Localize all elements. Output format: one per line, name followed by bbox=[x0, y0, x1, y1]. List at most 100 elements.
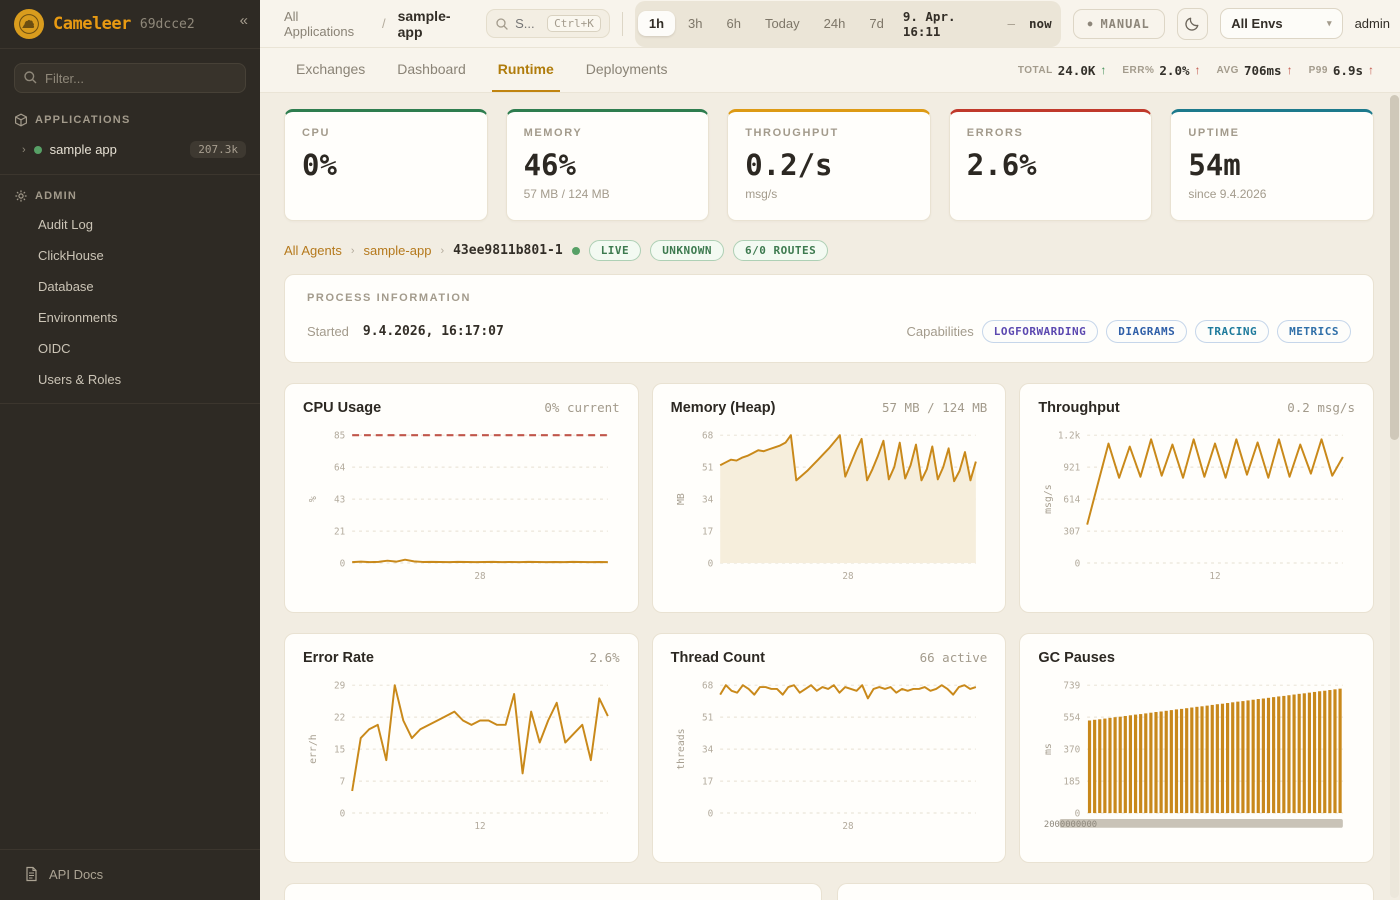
gc-pauses-plot: 739 554 370 185 0 ms 2000000000 bbox=[1038, 668, 1355, 849]
stat-label: ERR% bbox=[1122, 64, 1155, 76]
metric-cards-row: CPU 0% MEMORY 46% 57 MB / 124 MB THROUGH… bbox=[284, 109, 1374, 221]
date-range-from[interactable]: 9. Apr. 16:11 bbox=[902, 8, 956, 39]
divider bbox=[621, 11, 623, 36]
svg-text:370: 370 bbox=[1064, 745, 1081, 756]
process-information-card: PROCESS INFORMATION Started 9.4.2026, 16… bbox=[284, 274, 1374, 363]
svg-text:554: 554 bbox=[1064, 713, 1081, 724]
capabilities: Capabilities LOGFORWARDING DIAGRAMS TRAC… bbox=[907, 320, 1351, 343]
chart-title: GC Pauses bbox=[1038, 650, 1115, 666]
agent-breadcrumb: All Agents › sample-app › 43ee9811b801-1… bbox=[284, 240, 1374, 261]
metric-label: THROUGHPUT bbox=[745, 127, 839, 139]
sidebar-item-audit-log[interactable]: Audit Log bbox=[38, 217, 93, 232]
metric-value: 0% bbox=[302, 148, 337, 182]
chart-current-value: 0.2 msg/s bbox=[1287, 400, 1355, 415]
moon-icon bbox=[1185, 17, 1199, 31]
error-rate-plot: 29 22 15 7 0 err/h 12 bbox=[303, 668, 620, 849]
badge-live: LIVE bbox=[588, 240, 642, 261]
svg-text:12: 12 bbox=[474, 821, 485, 832]
scrollbar-track[interactable] bbox=[1390, 95, 1399, 898]
svg-text:43: 43 bbox=[334, 495, 345, 506]
stat-value: 2.0% bbox=[1159, 62, 1190, 78]
badge-unknown: UNKNOWN bbox=[650, 240, 725, 261]
chart-card-throughput: Throughput 0.2 msg/s 1.2k 921 614 307 0 msg/s 1… bbox=[1019, 383, 1374, 613]
global-search[interactable]: Ctrl+K bbox=[486, 9, 610, 38]
svg-text:85: 85 bbox=[334, 431, 345, 442]
thread-count-plot: 68 51 34 17 0 threads 28 bbox=[671, 668, 988, 849]
link-sample-app[interactable]: sample-app bbox=[363, 243, 432, 258]
capability-tracing: TRACING bbox=[1195, 320, 1270, 343]
sidebar-item-clickhouse[interactable]: ClickHouse bbox=[38, 248, 104, 263]
metric-card-throughput: THROUGHPUT 0.2/s msg/s bbox=[727, 109, 931, 221]
sidebar-item-api-docs[interactable]: API Docs bbox=[0, 849, 260, 900]
svg-text:22: 22 bbox=[334, 713, 345, 724]
application-log-card: APPLICATION LOG 100 entries ↓ bbox=[284, 883, 822, 900]
breadcrumb-all-applications[interactable]: All Applications bbox=[284, 8, 355, 39]
cpu-usage-plot: 85 64 43 21 0% 28 bbox=[303, 418, 620, 599]
date-range-to[interactable]: now bbox=[1029, 16, 1052, 31]
metric-card-errors: ERRORS 2.6% bbox=[948, 109, 1153, 221]
stat-label: P99 bbox=[1308, 64, 1328, 76]
scrollbar-thumb[interactable] bbox=[1390, 95, 1399, 440]
sidebar-divider bbox=[0, 174, 260, 175]
main-area: All Applications / sample-app Ctrl+K 1h … bbox=[260, 0, 1400, 900]
breadcrumb-separator: / bbox=[381, 16, 386, 31]
build-hash: 69dcce2 bbox=[139, 16, 195, 32]
started-value: 9.4.2026, 16:17:07 bbox=[362, 324, 504, 339]
svg-text:739: 739 bbox=[1064, 681, 1081, 692]
bottom-row: APPLICATION LOG 100 entries ↓ Timeline 4… bbox=[284, 883, 1374, 900]
range-6h[interactable]: 6h bbox=[715, 11, 751, 36]
svg-text:51: 51 bbox=[702, 463, 713, 474]
tab-runtime[interactable]: Runtime bbox=[486, 48, 566, 92]
link-all-agents[interactable]: All Agents bbox=[284, 243, 342, 258]
environment-select[interactable]: All Envs ▾ bbox=[1220, 8, 1343, 39]
sidebar-item-users-roles[interactable]: Users & Roles bbox=[38, 372, 122, 387]
memory-heap-plot: 68 51 34 17 0 MB 28 bbox=[671, 418, 988, 599]
chart-title: Thread Count bbox=[670, 650, 765, 666]
dark-mode-toggle[interactable] bbox=[1176, 7, 1209, 40]
chart-card-cpu-usage: CPU Usage 0% current 85 64 43 21 0% 28 bbox=[284, 383, 639, 613]
range-today[interactable]: Today bbox=[754, 11, 811, 36]
range-7d[interactable]: 7d bbox=[858, 11, 894, 36]
gear-icon bbox=[15, 190, 27, 202]
range-3h[interactable]: 3h bbox=[677, 11, 713, 36]
chart-card-gc-pauses: GC Pauses 739 554 370 185 0 ms 2000000000 bbox=[1019, 633, 1374, 863]
chevron-right-icon[interactable]: › bbox=[22, 143, 26, 156]
svg-text:MB: MB bbox=[675, 493, 686, 505]
metric-label: MEMORY bbox=[523, 127, 583, 139]
sidebar-item-database[interactable]: Database bbox=[38, 279, 94, 294]
sidebar-item-oidc[interactable]: OIDC bbox=[38, 341, 71, 356]
chart-current-value: 57 MB / 124 MB bbox=[881, 400, 988, 415]
svg-text:17: 17 bbox=[702, 777, 713, 788]
metric-sub: msg/s bbox=[745, 187, 778, 201]
metric-label: CPU bbox=[302, 127, 331, 139]
chart-card-memory-heap: Memory (Heap) 57 MB / 124 MB 68 51 34 17 0 MB 2… bbox=[651, 383, 1007, 613]
sidebar-header: Cameleer 69dcce2 « bbox=[0, 0, 260, 49]
range-24h[interactable]: 24h bbox=[813, 11, 857, 36]
tab-exchanges[interactable]: Exchanges bbox=[296, 61, 366, 77]
stat-label: AVG bbox=[1216, 64, 1239, 76]
agent-status-dot bbox=[571, 246, 580, 255]
sidebar-collapse-icon[interactable]: « bbox=[239, 12, 248, 29]
top-bar: All Applications / sample-app Ctrl+K 1h … bbox=[260, 0, 1400, 48]
chevron-right-icon: › bbox=[350, 244, 355, 257]
range-1h[interactable]: 1h bbox=[637, 11, 676, 36]
user-name: admin bbox=[1354, 16, 1390, 31]
stat-p99: P99 6.9s ↑ bbox=[1309, 63, 1374, 78]
search-input[interactable] bbox=[515, 16, 542, 31]
tab-deployments[interactable]: Deployments bbox=[585, 61, 668, 77]
content-scroll-area: CPU 0% MEMORY 46% 57 MB / 124 MB THROUGH… bbox=[260, 93, 1400, 900]
started-label: Started bbox=[307, 324, 349, 339]
sidebar-item-environments[interactable]: Environments bbox=[38, 310, 118, 325]
sidebar-item-sample-app[interactable]: › sample app 207.3k bbox=[0, 133, 260, 166]
chevron-right-icon: › bbox=[440, 244, 445, 257]
chart-current-value: 66 active bbox=[919, 650, 988, 665]
capability-logforwarding: LOGFORWARDING bbox=[981, 320, 1099, 343]
filter-input[interactable] bbox=[14, 63, 246, 93]
refresh-mode-button[interactable]: ● MANUAL bbox=[1072, 8, 1165, 39]
tab-dashboard[interactable]: Dashboard bbox=[397, 61, 466, 77]
metric-value: 46% bbox=[523, 148, 576, 182]
svg-text:1.2k: 1.2k bbox=[1058, 431, 1081, 442]
date-range-dash: – bbox=[1007, 16, 1016, 31]
applications-label: APPLICATIONS bbox=[35, 114, 131, 126]
chart-title: CPU Usage bbox=[303, 400, 382, 416]
